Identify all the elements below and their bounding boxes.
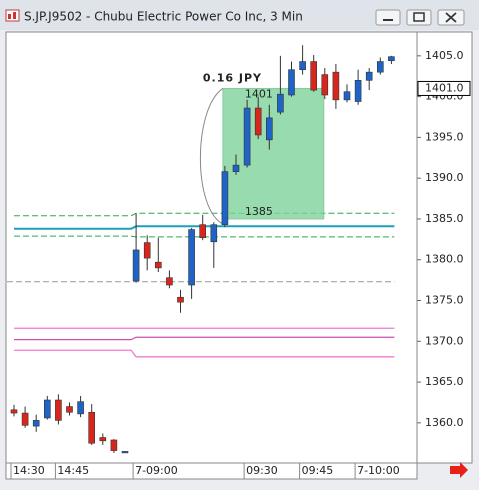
y-tick-label: 1380.0 xyxy=(425,253,464,266)
measure-label: 0.16 JPY xyxy=(203,71,262,84)
y-tick-label: 1395.0 xyxy=(425,130,464,143)
y-tick-label: 1405.0 xyxy=(425,49,464,62)
candle-body xyxy=(210,224,218,243)
candle-body xyxy=(265,117,273,141)
candle-body xyxy=(88,411,95,444)
candle-body xyxy=(199,224,206,239)
candle-body xyxy=(288,69,295,96)
measure-top-label: 1401 xyxy=(245,87,273,100)
x-tick-label: 09:30 xyxy=(246,464,278,477)
candle-body xyxy=(354,80,362,102)
indicator-line xyxy=(14,235,395,238)
x-tick-label: 7-09:00 xyxy=(135,464,178,477)
x-tick-label: 7-10:00 xyxy=(357,464,400,477)
candle-body xyxy=(32,420,40,427)
candle-body xyxy=(43,399,51,419)
candle-body xyxy=(55,399,62,421)
minimize-button[interactable] xyxy=(375,9,401,26)
close-icon xyxy=(445,12,457,23)
y-tick-label: 1390.0 xyxy=(425,171,464,184)
candle-body xyxy=(376,61,384,73)
y-tick-label: 1360.0 xyxy=(425,416,464,429)
candle-body xyxy=(77,401,84,415)
candle-body xyxy=(388,56,395,62)
candle-body xyxy=(254,107,262,136)
candle-body xyxy=(243,107,251,166)
last-price-box xyxy=(417,80,471,96)
candle-body xyxy=(188,229,195,286)
candle-body xyxy=(299,61,306,71)
candle-body xyxy=(132,249,140,282)
candle-body xyxy=(110,439,118,451)
indicator-line xyxy=(14,349,395,358)
candle-body xyxy=(232,164,240,172)
y-tick-label: 1375.0 xyxy=(425,294,464,307)
candle-body xyxy=(365,71,373,81)
x-tick-label: 14:30 xyxy=(13,464,45,477)
plot-area xyxy=(5,31,418,464)
candle-body xyxy=(343,91,351,101)
window-title: S.JP.J9502 - Chubu Electric Power Co Inc… xyxy=(24,10,303,24)
last-price-label: 1401.0 xyxy=(425,81,464,94)
measure-box xyxy=(222,87,325,220)
indicator-line xyxy=(14,212,395,217)
price-axis xyxy=(416,31,473,464)
candle-body xyxy=(21,412,29,426)
candle-body xyxy=(66,406,73,413)
x-tick-label: 09:45 xyxy=(302,464,334,477)
candle-body xyxy=(155,261,162,269)
app-icon xyxy=(5,9,20,22)
candle-body xyxy=(310,61,318,91)
y-tick-label: 1365.0 xyxy=(425,375,464,388)
maximize-button[interactable] xyxy=(406,9,432,26)
candle-body xyxy=(99,437,107,442)
chart-layer: 1360.0 1365.0 1370.0 1375.0 1380.0 1385.0 1390… xyxy=(7,45,471,479)
candle-body xyxy=(143,242,151,259)
candle-body xyxy=(221,171,229,225)
y-tick-label: 1370.0 xyxy=(425,334,464,347)
candle-body xyxy=(121,451,129,454)
candle-body xyxy=(321,74,329,96)
app-icon-bar xyxy=(13,12,16,19)
measure-arc xyxy=(199,88,224,225)
indicator-line xyxy=(14,336,395,341)
candle-body xyxy=(177,296,184,303)
maximize-icon xyxy=(413,12,425,22)
candle-body xyxy=(166,277,173,286)
candle-body xyxy=(10,409,18,414)
candle-body xyxy=(277,93,284,113)
x-tick-label: 14:45 xyxy=(57,464,89,477)
app-icon-bar xyxy=(8,14,11,19)
scroll-arrow[interactable] xyxy=(450,462,468,478)
indicator-line xyxy=(14,225,395,230)
y-tick-label: 1385.0 xyxy=(425,212,464,225)
candle-body xyxy=(332,71,340,101)
time-axis xyxy=(5,462,418,480)
measure-bottom-label: 1385 xyxy=(245,205,273,218)
